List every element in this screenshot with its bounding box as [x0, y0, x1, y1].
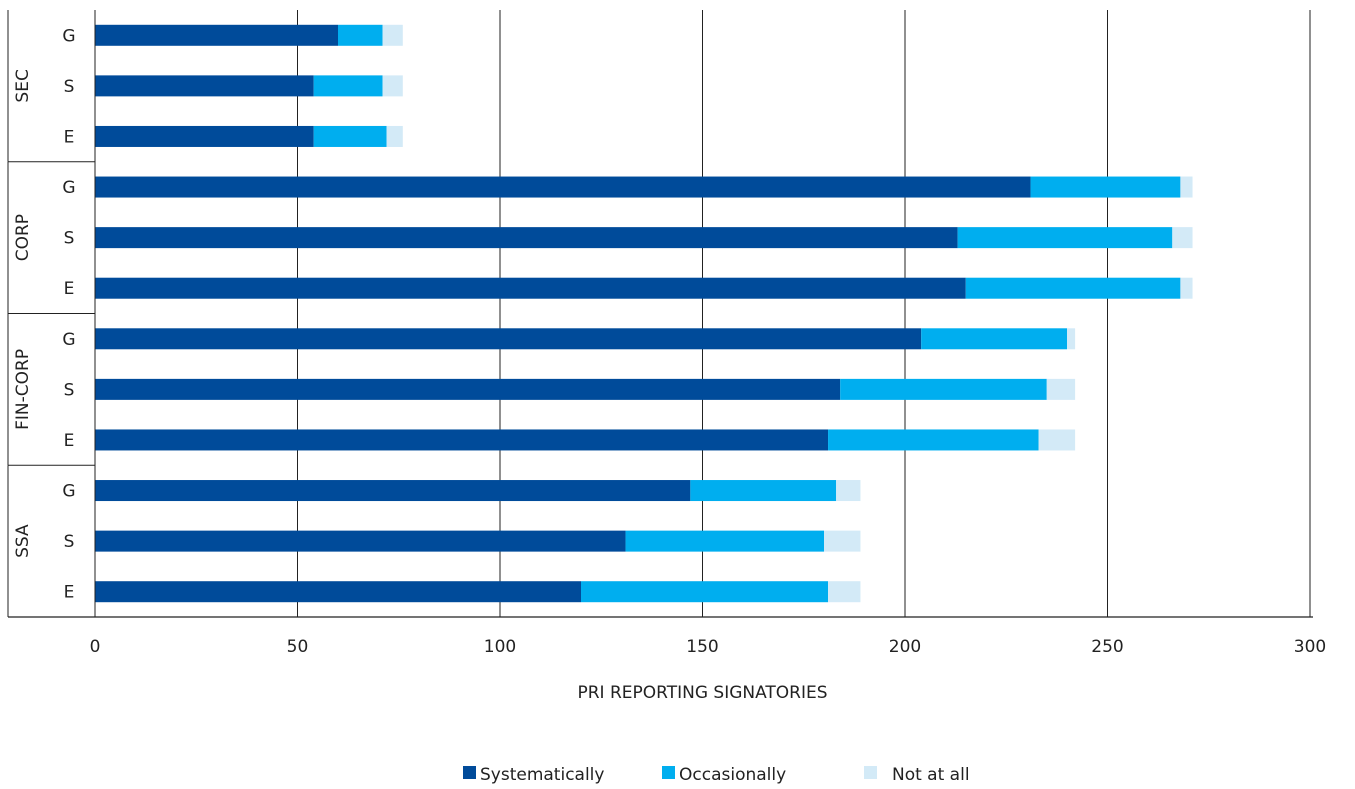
category-label: E [64, 279, 75, 299]
x-tick-label: 200 [889, 637, 921, 657]
bar-not-at-all [1038, 429, 1076, 451]
legend-swatch [662, 766, 675, 779]
group-label: FIN-CORP [13, 349, 33, 430]
x-tick-label: 0 [90, 637, 101, 657]
bar-systematically [95, 125, 314, 147]
bar-systematically [95, 176, 1031, 198]
bar-systematically [95, 530, 626, 552]
bar-occasionally [625, 530, 824, 552]
x-tick-label: 250 [1091, 637, 1123, 657]
category-label: G [62, 482, 75, 502]
category-label: S [64, 77, 75, 97]
bar-occasionally [840, 378, 1047, 400]
x-tick-label: 300 [1294, 637, 1326, 657]
bar-occasionally [581, 581, 829, 603]
category-label: S [64, 229, 75, 249]
legend-swatch [864, 766, 877, 779]
bar-not-at-all [382, 24, 403, 46]
bar-systematically [95, 429, 829, 451]
x-tick-label: 150 [686, 637, 718, 657]
bar-occasionally [313, 125, 387, 147]
bar-systematically [95, 328, 922, 350]
bar-occasionally [1030, 176, 1181, 198]
bar-systematically [95, 581, 581, 603]
legend-label: Systematically [480, 765, 604, 785]
category-label: G [62, 330, 75, 350]
bar-not-at-all [824, 530, 861, 552]
group-label: SSA [13, 524, 33, 558]
legend-swatch [463, 766, 476, 779]
x-tick-label: 100 [484, 637, 516, 657]
bar-systematically [95, 75, 314, 97]
category-label: S [64, 532, 75, 552]
bar-not-at-all [1180, 277, 1193, 299]
category-label: S [64, 380, 75, 400]
bar-occasionally [921, 328, 1067, 350]
bar-not-at-all [828, 581, 861, 603]
category-label: G [62, 26, 75, 46]
category-label: E [64, 431, 75, 451]
bar-systematically [95, 227, 958, 249]
bar-occasionally [313, 75, 383, 97]
bar-not-at-all [1046, 378, 1076, 400]
bar-not-at-all [1180, 176, 1193, 198]
group-label: CORP [13, 214, 33, 261]
bar-not-at-all [836, 480, 861, 502]
bar-occasionally [957, 227, 1173, 249]
legend-label: Not at all [892, 765, 970, 785]
bar-systematically [95, 24, 338, 46]
x-axis-title: PRI REPORTING SIGNATORIES [577, 683, 827, 703]
bar-occasionally [828, 429, 1039, 451]
category-label: E [64, 127, 75, 147]
bar-systematically [95, 378, 841, 400]
bar-not-at-all [386, 125, 403, 147]
x-tick-label: 50 [287, 637, 309, 657]
bar-occasionally [338, 24, 383, 46]
bar-systematically [95, 277, 966, 299]
category-label: G [62, 178, 75, 198]
bar-not-at-all [382, 75, 403, 97]
category-label: E [64, 583, 75, 603]
bar-not-at-all [1067, 328, 1076, 350]
bar-not-at-all [1172, 227, 1193, 249]
legend-label: Occasionally [679, 765, 786, 785]
bar-systematically [95, 480, 691, 502]
bar-occasionally [690, 480, 837, 502]
group-label: SEC [13, 69, 33, 102]
bar-occasionally [965, 277, 1181, 299]
